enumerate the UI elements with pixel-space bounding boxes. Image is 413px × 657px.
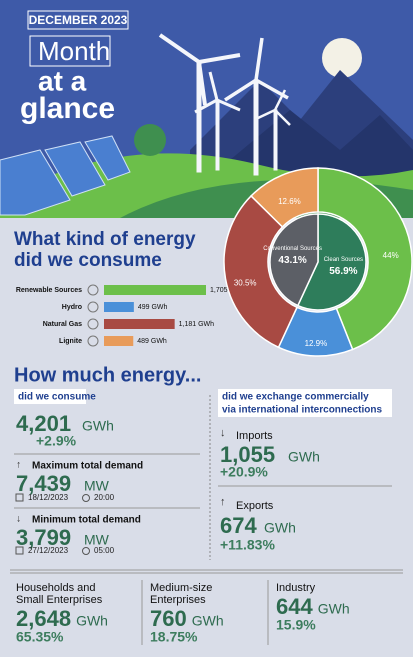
bar-name: Renewable Sources — [16, 287, 82, 294]
sector-unit: GWh — [318, 601, 350, 617]
slice-label: 12.6% — [278, 197, 301, 206]
sector-name: Industry — [276, 582, 316, 594]
inner-value: 43.1% — [278, 255, 306, 266]
title-box — [29, 35, 111, 67]
sector-value: 760 — [150, 606, 187, 631]
arrow-down: ↓ — [16, 514, 21, 525]
bar-name: Natural Gas — [43, 321, 82, 328]
consume-unit: GWh — [82, 418, 114, 434]
title-line: Month — [38, 36, 110, 66]
min-date: 27/12/2023 — [28, 546, 69, 555]
outer-slice — [223, 194, 298, 349]
min-unit: MW — [84, 532, 110, 548]
turbines — [158, 33, 291, 176]
sector-name: Small Enterprises — [16, 594, 103, 606]
max-time: 20:00 — [94, 493, 115, 502]
calendar-icon — [15, 493, 24, 502]
consume-value: 4,201 — [16, 411, 71, 436]
imports-change: +20.9% — [220, 464, 268, 480]
label-box — [14, 389, 86, 404]
bar-icon — [87, 301, 99, 313]
clock-icon — [82, 494, 90, 502]
inner-value: 56.9% — [329, 266, 357, 277]
bar-name: Hydro — [62, 304, 82, 311]
imports-label: Imports — [236, 430, 273, 442]
date: DECEMBER 2023 — [29, 13, 128, 27]
bar-label: 489 GWh — [137, 338, 167, 345]
bar-icon — [87, 318, 99, 330]
mix-title: did we consume — [14, 250, 162, 271]
sector-value: 2,648 — [16, 606, 71, 631]
slice-label: 30.5% — [234, 278, 257, 287]
exports-unit: GWh — [264, 520, 296, 536]
bar-icon — [87, 284, 99, 296]
date-box — [27, 10, 129, 30]
sector-share: 18.75% — [150, 629, 198, 645]
outer-slice — [250, 167, 319, 228]
sector-name: Households and — [16, 582, 96, 594]
bar-label: 1,181 GWh — [179, 321, 215, 328]
clock-icon — [82, 547, 90, 555]
consume-change: +2.9% — [36, 433, 77, 449]
sector-unit: GWh — [192, 613, 224, 629]
calendar-icon — [15, 546, 24, 555]
inner-slice — [269, 213, 319, 307]
bar — [104, 285, 206, 295]
exchange-label: did we exchange commercially — [222, 392, 369, 403]
sector-unit: GWh — [76, 613, 108, 629]
inner-name: Clean Sources — [324, 257, 363, 263]
tree — [134, 124, 166, 156]
outer-slice — [317, 167, 413, 351]
sector-name: Medium-size — [150, 582, 212, 594]
label-box — [218, 389, 392, 417]
title-line: at a — [38, 65, 87, 96]
sun — [322, 38, 362, 78]
sector-name: Enterprises — [150, 594, 206, 606]
exports-label: Exports — [236, 500, 274, 512]
solar-panels — [0, 135, 131, 216]
max-unit: MW — [84, 478, 110, 494]
min-value: 3,799 — [16, 525, 71, 550]
min-label: Minimum total demand — [32, 515, 141, 526]
bar-name: Lignite — [59, 338, 82, 345]
bar — [104, 336, 134, 346]
bar — [104, 319, 175, 329]
arrow-up: ↑ — [16, 460, 21, 471]
exports-change: +11.83% — [220, 537, 275, 553]
sector-value: 644 — [276, 594, 313, 619]
max-date: 18/12/2023 — [28, 493, 69, 502]
exchange-label: via international interconnections — [222, 405, 382, 416]
consume-label: did we consume — [18, 392, 96, 403]
bar-icon — [87, 335, 99, 347]
imports-unit: GWh — [288, 449, 320, 465]
max-value: 7,439 — [16, 471, 71, 496]
sector-share: 15.9% — [276, 617, 316, 633]
inner-name: Conventional Sources — [263, 246, 322, 252]
min-time: 05:00 — [94, 546, 115, 555]
imports-value: 1,055 — [220, 442, 275, 467]
arrow-up: ↑ — [220, 496, 226, 508]
max-label: Maximum total demand — [32, 461, 143, 472]
arrow-down: ↓ — [220, 427, 226, 439]
sector-share: 65.35% — [16, 629, 64, 645]
inner-slice — [296, 213, 367, 311]
exports-value: 674 — [220, 513, 257, 538]
energy-title: How much energy... — [14, 364, 201, 386]
slice-label: 12.9% — [305, 339, 328, 348]
bar — [104, 302, 134, 312]
title-line: glance — [20, 92, 115, 125]
slice-label: 44% — [383, 251, 399, 260]
mix-title: What kind of energy — [14, 229, 196, 250]
bar-label: 499 GWh — [138, 304, 168, 311]
